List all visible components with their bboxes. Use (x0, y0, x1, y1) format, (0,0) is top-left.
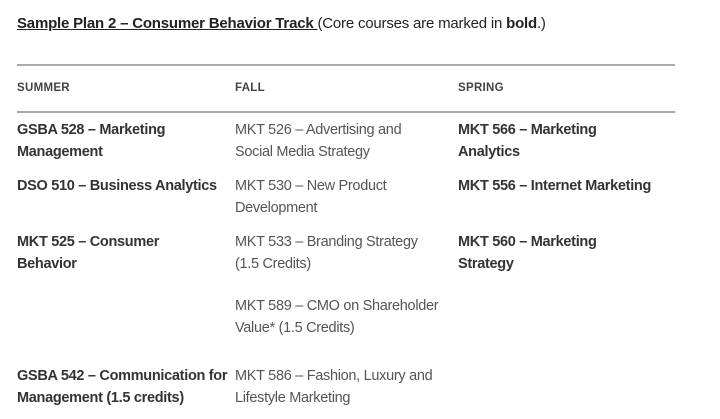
divider-header (17, 111, 675, 113)
course-spring: MKT 556 – Internet Marketing (458, 178, 652, 194)
header-summer: SUMMER (17, 82, 70, 94)
course-spring: MKT 560 – Marketing Strategy (458, 234, 597, 272)
header-spring: SPRING (458, 82, 504, 94)
course-summer: GSBA 542 – Communication for Management … (17, 368, 228, 406)
plan-title: Sample Plan 2 – Consumer Behavior Track … (17, 15, 546, 32)
header-fall: FALL (235, 82, 265, 94)
course-summer: GSBA 528 – Marketing Management (17, 122, 166, 160)
divider-top (17, 64, 675, 66)
course-summer: DSO 510 – Business Analytics (17, 178, 217, 194)
title-note: (Core courses are marked in (317, 15, 507, 32)
plan-title-link[interactable]: Sample Plan 2 – Consumer Behavior Track (17, 15, 318, 32)
course-fall: MKT 526 – Advertising and Social Media S… (235, 122, 402, 160)
title-note-end: .) (536, 15, 546, 32)
title-note-bold: bold (506, 15, 537, 32)
course-fall: MKT 589 – CMO on Shareholder Value* (1.5… (235, 298, 439, 336)
course-fall: MKT 530 – New Product Development (235, 178, 387, 216)
course-fall: MKT 533 – Branding Strategy (1.5 Credits… (235, 234, 418, 272)
course-summer: MKT 525 – Consumer Behavior (17, 234, 160, 272)
course-fall: MKT 586 – Fashion, Luxury and Lifestyle … (235, 368, 433, 406)
course-spring: MKT 566 – Marketing Analytics (458, 122, 597, 160)
